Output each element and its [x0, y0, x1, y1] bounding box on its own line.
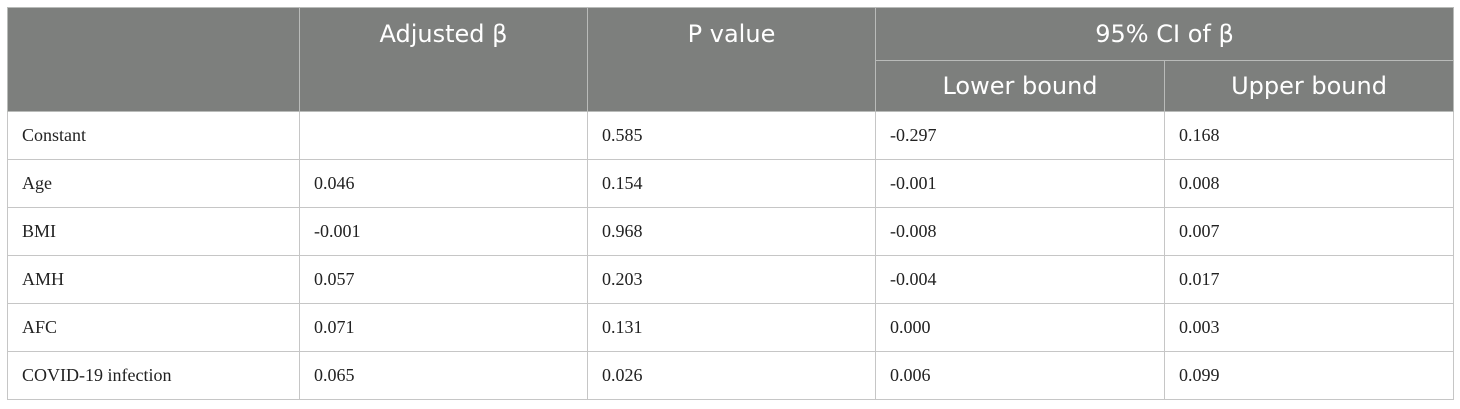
p-value-cell: 0.131 — [587, 303, 876, 352]
header-adjusted-beta: Adjusted β — [299, 7, 588, 112]
adjusted-beta-cell: -0.001 — [299, 207, 588, 256]
adjusted-beta-cell: 0.046 — [299, 159, 588, 208]
lower-bound-cell: -0.001 — [875, 159, 1165, 208]
table-body: Constant 0.585 -0.297 0.168 Age 0.046 0.… — [7, 111, 1455, 400]
header-upper-bound: Upper bound — [1163, 60, 1455, 112]
row-label: AFC — [7, 303, 300, 352]
adjusted-beta-cell: 0.065 — [299, 351, 588, 400]
header-lower-bound: Lower bound — [875, 60, 1165, 112]
lower-bound-cell: -0.004 — [875, 255, 1165, 304]
row-label: BMI — [7, 207, 300, 256]
upper-bound-cell: 0.168 — [1163, 111, 1455, 160]
p-value-cell: 0.026 — [587, 351, 876, 400]
row-label: Age — [7, 159, 300, 208]
lower-bound-cell: -0.297 — [875, 111, 1165, 160]
header-p-value: P value — [587, 7, 876, 112]
adjusted-beta-cell — [299, 111, 588, 160]
regression-table: Adjusted β P value 95% CI of β Lower bou… — [7, 7, 1455, 400]
table-row: Age 0.046 0.154 -0.001 0.008 — [7, 159, 1455, 208]
upper-bound-cell: 0.017 — [1163, 255, 1455, 304]
table-row: AMH 0.057 0.203 -0.004 0.017 — [7, 255, 1455, 304]
adjusted-beta-cell: 0.071 — [299, 303, 588, 352]
lower-bound-cell: 0.006 — [875, 351, 1165, 400]
table-row: COVID-19 infection 0.065 0.026 0.006 0.0… — [7, 351, 1455, 400]
upper-bound-cell: 0.099 — [1163, 351, 1455, 400]
row-label: COVID-19 infection — [7, 351, 300, 400]
table-row: BMI -0.001 0.968 -0.008 0.007 — [7, 207, 1455, 256]
upper-bound-cell: 0.003 — [1163, 303, 1455, 352]
upper-bound-cell: 0.008 — [1163, 159, 1455, 208]
p-value-cell: 0.585 — [587, 111, 876, 160]
table-header: Adjusted β P value 95% CI of β Lower bou… — [7, 7, 1455, 112]
upper-bound-cell: 0.007 — [1163, 207, 1455, 256]
header-row-label-cell — [7, 7, 300, 112]
p-value-cell: 0.203 — [587, 255, 876, 304]
table-row: Constant 0.585 -0.297 0.168 — [7, 111, 1455, 160]
header-ci-group: 95% CI of β — [874, 7, 1455, 61]
row-label: AMH — [7, 255, 300, 304]
adjusted-beta-cell: 0.057 — [299, 255, 588, 304]
table-row: AFC 0.071 0.131 0.000 0.003 — [7, 303, 1455, 352]
regression-table-container: Adjusted β P value 95% CI of β Lower bou… — [7, 7, 1455, 400]
row-label: Constant — [7, 111, 300, 160]
p-value-cell: 0.968 — [587, 207, 876, 256]
header-row-2: Lower bound Upper bound — [8, 60, 1455, 112]
header-row-1: Adjusted β P value 95% CI of β — [7, 7, 1455, 112]
p-value-cell: 0.154 — [587, 159, 876, 208]
lower-bound-cell: -0.008 — [875, 207, 1165, 256]
lower-bound-cell: 0.000 — [875, 303, 1165, 352]
